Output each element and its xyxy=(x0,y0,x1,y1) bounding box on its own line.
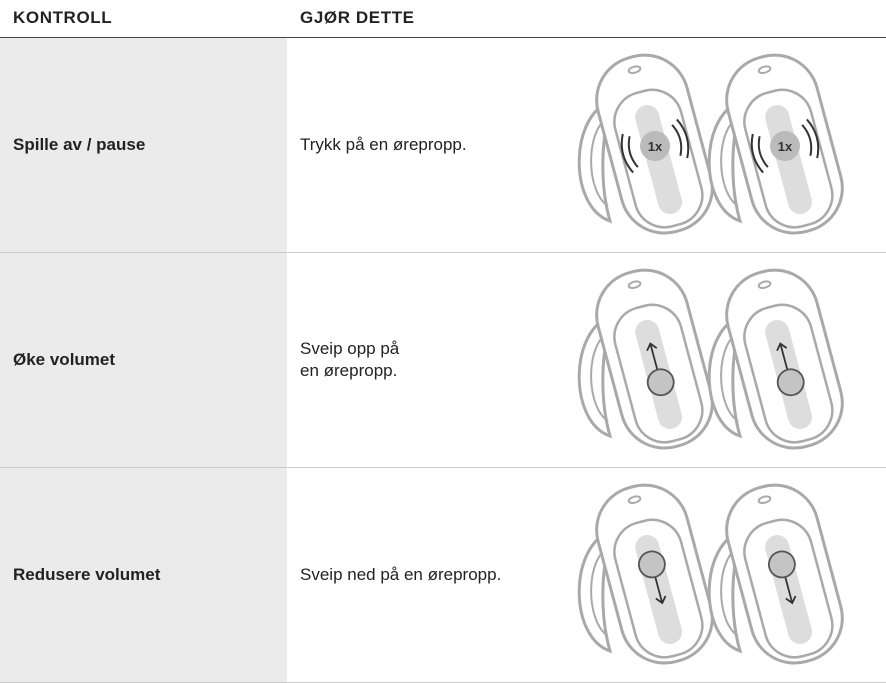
swipe-circle xyxy=(776,368,805,397)
swipe-circle xyxy=(767,550,796,579)
swipe-circle xyxy=(637,550,666,579)
tap-waves xyxy=(620,118,690,174)
earbuds-illustration xyxy=(577,473,854,675)
header: KONTROLL GJØR DETTE xyxy=(0,0,886,38)
tap-waves xyxy=(750,118,820,174)
swipe-arrow xyxy=(779,343,789,370)
earbud xyxy=(707,258,854,460)
control-cell: Redusere volumet xyxy=(0,468,287,682)
column-header: GJØR DETTE xyxy=(300,8,415,27)
action-cell: Sveip opp på en ørepropp. xyxy=(300,338,399,382)
swipe-circle xyxy=(646,368,675,397)
earbud xyxy=(707,473,854,675)
action-cell: Trykk på en ørepropp. xyxy=(300,134,467,156)
swipe-arrow xyxy=(649,343,659,370)
control-label: Spille av / pause xyxy=(13,135,146,154)
earbuds-illustration xyxy=(577,258,854,460)
control-cell: Spille av / pause xyxy=(0,38,287,252)
action-text: Sveip opp på xyxy=(300,339,400,358)
table-row: Redusere volumet Sveip ned på en ørepropp… xyxy=(0,468,886,683)
gesture xyxy=(767,550,797,605)
arrow-head xyxy=(785,595,797,605)
earbuds-illustration: 1x 1x xyxy=(577,43,854,245)
arrow-head xyxy=(655,595,667,605)
tap-badge: 1x xyxy=(778,139,793,154)
earbud xyxy=(577,473,724,675)
earbud: 1x xyxy=(577,43,724,245)
action-text: Sveip ned på en ørepropp. xyxy=(300,565,502,584)
control-label: Redusere volumet xyxy=(13,565,161,584)
gesture: 1x xyxy=(620,118,690,174)
action-text: Trykk på en ørepropp. xyxy=(300,135,467,154)
arrow-head xyxy=(776,342,788,352)
control-cell: Øke volumet xyxy=(0,253,287,467)
table-row: Spille av / pause Trykk på en ørepropp. 1x… xyxy=(0,38,886,253)
earbud xyxy=(577,258,724,460)
gesture xyxy=(646,342,675,397)
gesture xyxy=(637,550,667,605)
earbud-shape xyxy=(707,258,854,460)
action-cell: Sveip ned på en ørepropp. xyxy=(300,564,501,586)
tap-circle xyxy=(640,131,670,161)
control-label: Øke volumet xyxy=(13,350,116,369)
gesture: 1x xyxy=(750,118,820,174)
tap-badge: 1x xyxy=(648,139,663,154)
swipe-arrow xyxy=(784,576,794,604)
tap-circle xyxy=(770,131,800,161)
gesture xyxy=(776,342,805,397)
arrow-head xyxy=(646,342,658,352)
earbud: 1x xyxy=(707,43,854,245)
earbud-shape xyxy=(577,258,724,460)
table-row: Øke volumet Sveip opp på en ørepropp. xyxy=(0,253,886,468)
column-header: KONTROLL xyxy=(13,8,113,27)
action-text: en ørepropp. xyxy=(300,361,398,380)
swipe-arrow xyxy=(654,576,664,604)
